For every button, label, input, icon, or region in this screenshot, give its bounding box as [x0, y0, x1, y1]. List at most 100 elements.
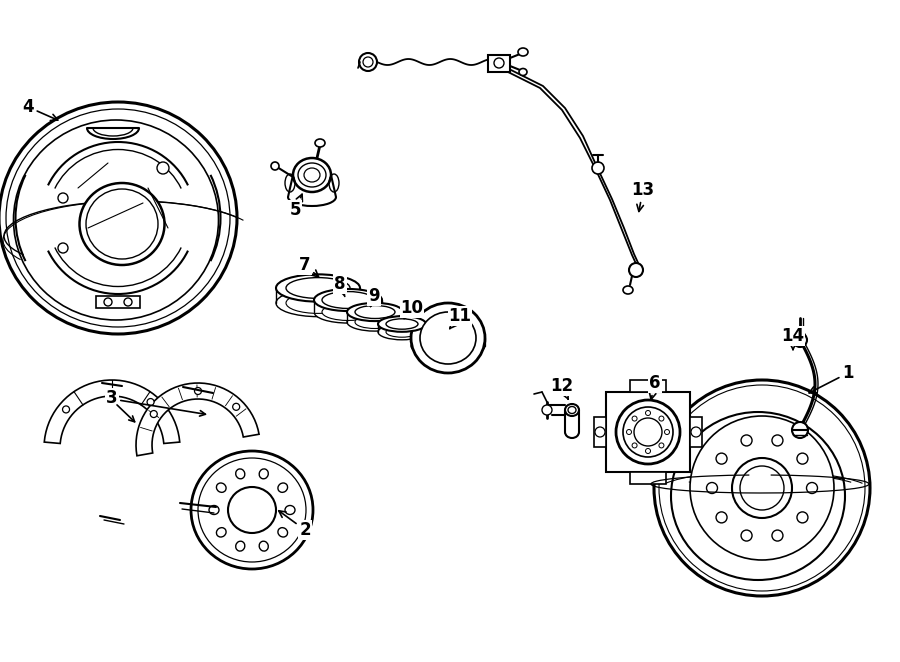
Ellipse shape	[378, 324, 426, 340]
Ellipse shape	[565, 404, 579, 416]
Circle shape	[797, 512, 808, 523]
Circle shape	[623, 407, 673, 457]
Circle shape	[645, 410, 651, 416]
Circle shape	[664, 430, 670, 434]
Circle shape	[634, 418, 662, 446]
Circle shape	[659, 416, 664, 421]
Circle shape	[741, 530, 752, 541]
Circle shape	[147, 399, 154, 406]
Circle shape	[629, 263, 643, 277]
Circle shape	[194, 387, 202, 395]
Circle shape	[772, 530, 783, 541]
Text: 5: 5	[289, 194, 302, 219]
Circle shape	[150, 410, 158, 418]
Polygon shape	[630, 472, 666, 484]
Ellipse shape	[79, 183, 165, 265]
Circle shape	[233, 403, 239, 410]
Circle shape	[616, 400, 680, 464]
Polygon shape	[488, 55, 510, 72]
Ellipse shape	[355, 305, 395, 318]
Polygon shape	[44, 380, 180, 444]
Circle shape	[716, 512, 727, 523]
Circle shape	[632, 443, 637, 448]
Ellipse shape	[314, 301, 382, 323]
Ellipse shape	[236, 469, 245, 479]
Circle shape	[716, 453, 727, 464]
Ellipse shape	[314, 289, 382, 311]
Text: 10: 10	[400, 299, 424, 318]
Polygon shape	[606, 392, 690, 472]
Ellipse shape	[623, 286, 633, 294]
Circle shape	[542, 405, 552, 415]
Text: 13: 13	[632, 181, 654, 211]
Ellipse shape	[347, 303, 403, 321]
Ellipse shape	[286, 293, 350, 313]
Ellipse shape	[259, 542, 268, 551]
Ellipse shape	[259, 469, 268, 479]
Ellipse shape	[519, 68, 527, 75]
Circle shape	[124, 298, 132, 306]
Ellipse shape	[216, 528, 226, 537]
Ellipse shape	[411, 303, 485, 373]
Ellipse shape	[236, 542, 245, 551]
Circle shape	[104, 298, 112, 306]
Circle shape	[62, 406, 69, 413]
Ellipse shape	[278, 528, 288, 537]
Text: 1: 1	[809, 364, 854, 393]
Circle shape	[690, 416, 834, 560]
Circle shape	[793, 333, 807, 347]
Circle shape	[792, 422, 808, 438]
Circle shape	[271, 162, 279, 170]
Polygon shape	[630, 380, 666, 392]
Text: 8: 8	[334, 275, 346, 297]
Text: 9: 9	[368, 287, 380, 307]
Circle shape	[157, 162, 169, 174]
Circle shape	[732, 458, 792, 518]
Ellipse shape	[209, 506, 219, 514]
Ellipse shape	[322, 291, 374, 308]
Circle shape	[772, 435, 783, 446]
Circle shape	[626, 430, 632, 434]
Ellipse shape	[228, 487, 276, 533]
Ellipse shape	[216, 483, 226, 493]
Polygon shape	[594, 417, 606, 447]
Text: 4: 4	[22, 98, 58, 120]
Text: 7: 7	[299, 256, 319, 277]
Ellipse shape	[286, 277, 350, 299]
Circle shape	[706, 483, 717, 493]
Ellipse shape	[386, 327, 418, 337]
Ellipse shape	[285, 506, 295, 514]
Ellipse shape	[293, 158, 331, 192]
Text: 11: 11	[448, 307, 472, 328]
Circle shape	[797, 453, 808, 464]
Circle shape	[741, 435, 752, 446]
Text: 6: 6	[649, 374, 661, 399]
Text: 12: 12	[551, 377, 573, 399]
Text: 3: 3	[106, 389, 118, 407]
Ellipse shape	[518, 48, 528, 56]
Circle shape	[645, 448, 651, 453]
Ellipse shape	[420, 312, 476, 364]
Circle shape	[592, 162, 604, 174]
Text: 2: 2	[279, 511, 310, 539]
Ellipse shape	[347, 313, 403, 331]
Ellipse shape	[355, 316, 395, 328]
Circle shape	[654, 380, 870, 596]
Circle shape	[359, 53, 377, 71]
Ellipse shape	[276, 289, 360, 316]
Ellipse shape	[378, 316, 426, 332]
Ellipse shape	[322, 304, 374, 320]
Ellipse shape	[276, 274, 360, 302]
Polygon shape	[96, 296, 140, 308]
Polygon shape	[136, 383, 259, 455]
Circle shape	[632, 416, 637, 421]
Ellipse shape	[315, 139, 325, 147]
Polygon shape	[690, 417, 702, 447]
Circle shape	[595, 427, 605, 437]
Ellipse shape	[386, 319, 418, 329]
Ellipse shape	[671, 412, 845, 580]
Circle shape	[691, 427, 701, 437]
Ellipse shape	[0, 102, 237, 334]
Ellipse shape	[191, 451, 313, 569]
Ellipse shape	[278, 483, 288, 493]
